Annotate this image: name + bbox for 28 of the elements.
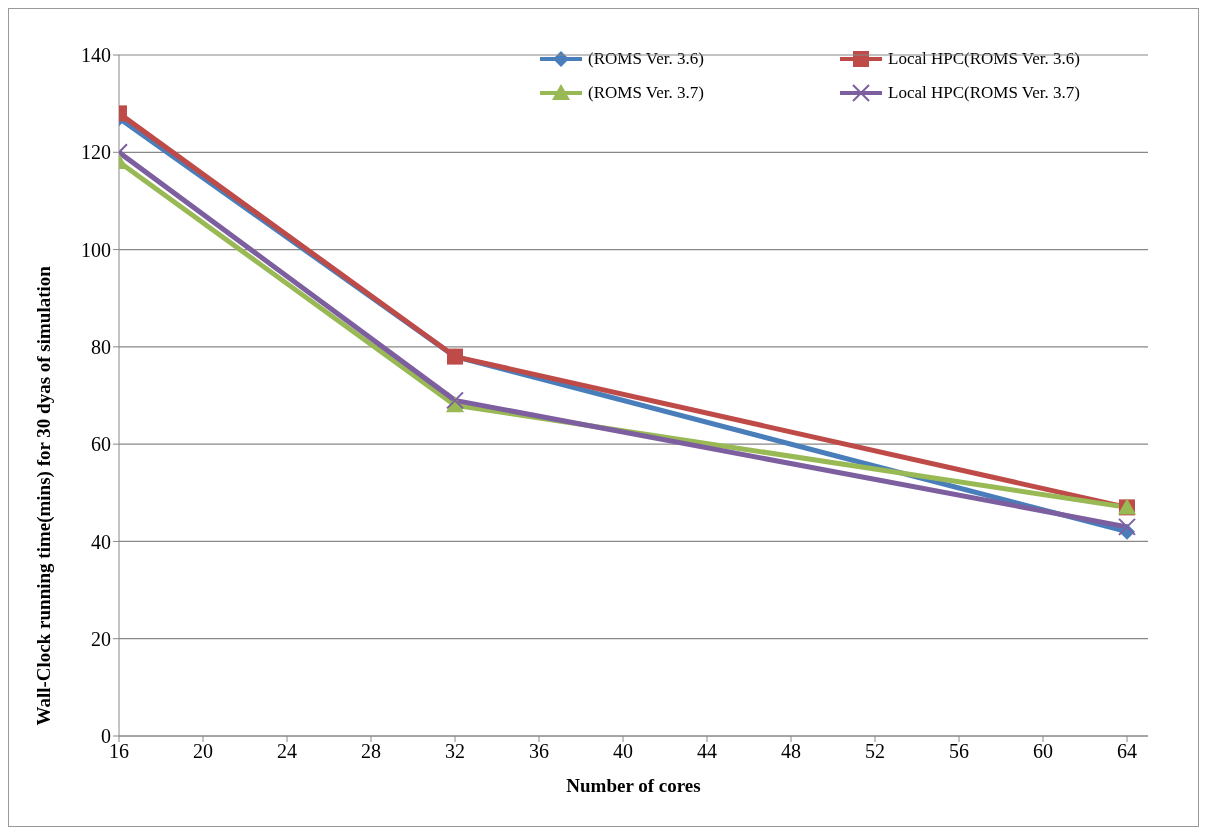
y-tick-label: 100 <box>81 238 111 261</box>
x-tick-label: 32 <box>445 740 465 763</box>
legend-label: (ROMS Ver. 3.6) <box>588 49 704 69</box>
legend-label: Local HPC(ROMS Ver. 3.7) <box>888 83 1080 103</box>
x-tick-label: 28 <box>361 740 381 763</box>
x-tick-label: 40 <box>613 740 633 763</box>
x-tick-label: 24 <box>277 740 297 763</box>
y-tick-label: 0 <box>101 725 111 748</box>
x-tick-label: 20 <box>193 740 213 763</box>
x-tick-label: 16 <box>109 740 129 763</box>
x-tick-label: 60 <box>1033 740 1053 763</box>
x-tick-label: 48 <box>781 740 801 763</box>
y-tick-label: 120 <box>81 141 111 164</box>
x-tick-label: 52 <box>865 740 885 763</box>
x-tick-label: 56 <box>949 740 969 763</box>
point <box>1118 517 1136 536</box>
y-tick-label: 60 <box>91 433 111 456</box>
y-tick-label: 140 <box>81 44 111 67</box>
x-tick-label: 44 <box>697 740 717 763</box>
y-axis-title: Wall-Clock running time(mins) for 30 dyas of simulation <box>32 265 55 726</box>
x-axis-title: Number of cores <box>566 775 701 796</box>
x-tick-label: 36 <box>529 740 549 763</box>
y-tick-label: 20 <box>91 627 111 650</box>
legend-label: (ROMS Ver. 3.7) <box>588 83 704 103</box>
x-tick-label: 64 <box>1117 740 1137 763</box>
y-tick-label: 40 <box>91 530 111 553</box>
y-tick-label: 80 <box>91 335 111 358</box>
legend-label: Local HPC(ROMS Ver. 3.6) <box>888 49 1080 69</box>
